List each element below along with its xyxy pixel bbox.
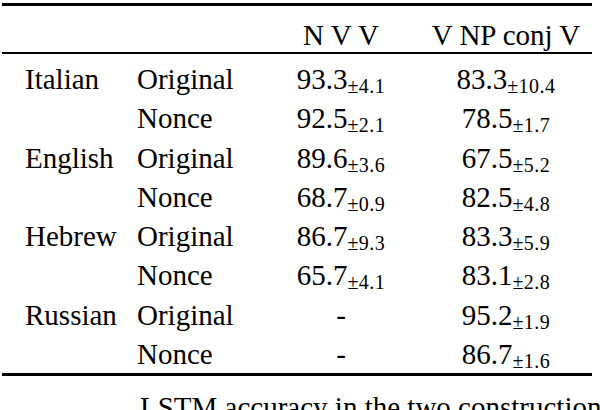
vnp-value: 83.1 bbox=[462, 259, 513, 291]
nvv-value: 86.7 bbox=[297, 220, 348, 252]
nvv-value: 89.6 bbox=[297, 142, 348, 174]
nvv-stddev: ±4.1 bbox=[347, 75, 385, 97]
vnp-value-cell: 86.7±1.6 bbox=[420, 335, 592, 374]
vnp-stddev: ±5.9 bbox=[512, 233, 550, 255]
language-cell bbox=[2, 99, 137, 138]
vnp-value: 95.2 bbox=[462, 299, 513, 331]
vnp-value: 86.7 bbox=[462, 338, 513, 370]
vnp-stddev: ±10.4 bbox=[507, 75, 555, 97]
vnp-value: 78.5 bbox=[462, 102, 513, 134]
table-header-rule bbox=[2, 52, 592, 54]
condition-cell: Nonce bbox=[137, 256, 262, 295]
language-cell bbox=[2, 178, 137, 217]
nvv-value: 68.7 bbox=[297, 181, 348, 213]
nvv-value: 93.3 bbox=[297, 63, 348, 95]
nvv-value-cell: 93.3±4.1 bbox=[262, 60, 420, 99]
nvv-value: - bbox=[336, 299, 346, 331]
nvv-stddev: ±9.3 bbox=[347, 233, 385, 255]
header-cell-condition bbox=[137, 3, 262, 64]
vnp-value: 83.3 bbox=[462, 220, 513, 252]
condition-cell: Nonce bbox=[137, 99, 262, 138]
nvv-value: 65.7 bbox=[297, 259, 348, 291]
paper-table-figure: N V V V NP conj V ItalianOriginal93.3±4.… bbox=[0, 0, 600, 410]
vnp-stddev: ±4.8 bbox=[512, 193, 550, 215]
nvv-value-cell: 68.7±0.9 bbox=[262, 178, 420, 217]
vnp-value: 83.3 bbox=[456, 63, 507, 95]
condition-cell: Nonce bbox=[137, 335, 262, 374]
condition-cell: Nonce bbox=[137, 178, 262, 217]
condition-cell: Original bbox=[137, 296, 262, 335]
table-bottom-rule bbox=[2, 373, 592, 376]
vnp-stddev: ±1.9 bbox=[512, 311, 550, 333]
condition-cell: Original bbox=[137, 60, 262, 99]
vnp-stddev: ±1.7 bbox=[512, 115, 550, 137]
language-cell bbox=[2, 335, 137, 374]
header-cell-vnpconjv: V NP conj V bbox=[420, 3, 592, 64]
nvv-value-cell: - bbox=[262, 296, 420, 335]
vnp-value-cell: 83.3±10.4 bbox=[420, 60, 592, 99]
nvv-value: - bbox=[336, 338, 346, 370]
vnp-stddev: ±2.8 bbox=[512, 272, 550, 294]
language-cell: Italian bbox=[2, 60, 137, 99]
nvv-stddev: ±0.9 bbox=[347, 193, 385, 215]
vnp-value: 82.5 bbox=[462, 181, 513, 213]
table-caption-clipped: LSTM accuracy in the two constructions p… bbox=[140, 393, 600, 410]
language-cell: English bbox=[2, 139, 137, 178]
vnp-value-cell: 67.5±5.2 bbox=[420, 139, 592, 178]
nvv-value-cell: 92.5±2.1 bbox=[262, 99, 420, 138]
table-body: ItalianOriginal93.3±4.183.3±10.4Nonce92.… bbox=[2, 60, 592, 374]
header-cell-nvv: N V V bbox=[262, 3, 420, 64]
vnp-value-cell: 95.2±1.9 bbox=[420, 296, 592, 335]
nvv-stddev: ±4.1 bbox=[347, 272, 385, 294]
condition-cell: Original bbox=[137, 217, 262, 256]
vnp-stddev: ±1.6 bbox=[512, 350, 550, 372]
language-cell bbox=[2, 256, 137, 295]
nvv-value-cell: 89.6±3.6 bbox=[262, 139, 420, 178]
vnp-value-cell: 78.5±1.7 bbox=[420, 99, 592, 138]
nvv-value: 92.5 bbox=[297, 102, 348, 134]
header-cell-language bbox=[2, 3, 137, 64]
language-cell: Russian bbox=[2, 296, 137, 335]
nvv-stddev: ±3.6 bbox=[347, 154, 385, 176]
vnp-value-cell: 82.5±4.8 bbox=[420, 178, 592, 217]
language-cell: Hebrew bbox=[2, 217, 137, 256]
vnp-value: 67.5 bbox=[462, 142, 513, 174]
vnp-stddev: ±5.2 bbox=[512, 154, 550, 176]
vnp-value-cell: 83.1±2.8 bbox=[420, 256, 592, 295]
nvv-stddev: ±2.1 bbox=[347, 115, 385, 137]
vnp-value-cell: 83.3±5.9 bbox=[420, 217, 592, 256]
nvv-value-cell: - bbox=[262, 335, 420, 374]
nvv-value-cell: 65.7±4.1 bbox=[262, 256, 420, 295]
nvv-value-cell: 86.7±9.3 bbox=[262, 217, 420, 256]
condition-cell: Original bbox=[137, 139, 262, 178]
